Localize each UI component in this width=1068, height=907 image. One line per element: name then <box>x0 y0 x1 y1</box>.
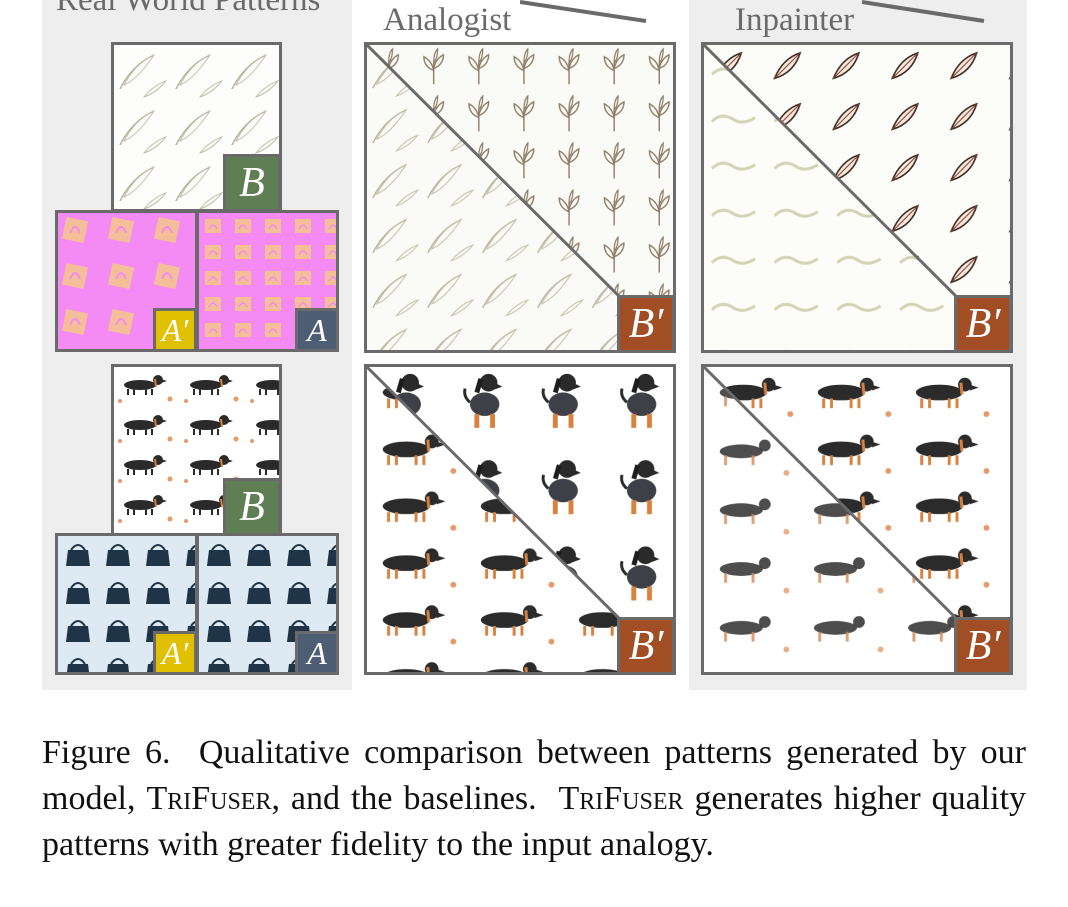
heading-inpainter-line <box>862 0 985 23</box>
badge-b-prime: B′ <box>617 295 675 353</box>
figure-caption: Figure 6. Qualitative comparison between… <box>42 730 1026 868</box>
badge-a: A <box>295 308 339 352</box>
caption-model-name: TriFuser <box>146 780 272 817</box>
badge-a-prime: A′ <box>153 308 197 352</box>
caption-text-3: generates higher quality patterns with g… <box>42 780 1027 863</box>
heading-analogist: Analogist <box>383 2 512 38</box>
badge-b: B <box>223 478 281 536</box>
caption-text-1: Qualitative comparison between patterns … <box>42 734 1026 817</box>
badge-b: B <box>223 154 281 212</box>
badge-b-prime: B′ <box>954 295 1012 353</box>
caption-label: Figure 6. <box>42 734 171 771</box>
caption-model-name: TriFuser <box>558 780 684 817</box>
badge-a-prime: A′ <box>153 631 197 675</box>
badge-b-prime: B′ <box>954 617 1012 675</box>
caption-text-2: , and the baselines. <box>271 780 537 817</box>
heading-analogist-line <box>520 0 647 23</box>
heading-inpainter: Inpainter <box>735 2 855 38</box>
analogist-dog-output <box>364 364 676 675</box>
badge-b-prime: B′ <box>617 617 675 675</box>
badge-a: A <box>295 631 339 675</box>
inpainter-leaf-output <box>701 42 1013 353</box>
heading-real-world: Real World Patterns <box>56 0 321 18</box>
